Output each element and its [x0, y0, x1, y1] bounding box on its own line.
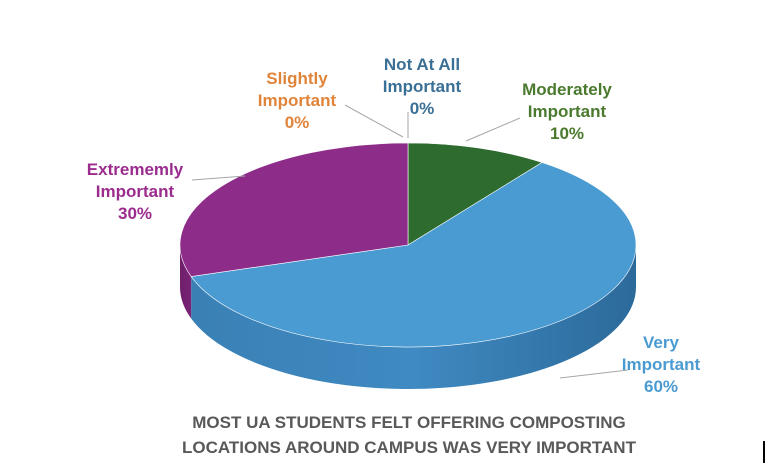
slice-label-1: Moderately Important 10% [522, 80, 612, 143]
leader-line-2 [559, 369, 629, 379]
slice-labels: Not At All Important 0% Moderately Important… [87, 55, 701, 396]
pie-side-3 [180, 245, 192, 319]
leader-line-1 [465, 117, 521, 142]
chart-title: MOST UA STUDENTS FELT OFFERING COMPOSTIN… [182, 413, 637, 457]
leader-line-4 [344, 104, 404, 138]
chart-title-line-1: MOST UA STUDENTS FELT OFFERING COMPOSTIN… [192, 413, 626, 432]
leader-line-3 [191, 175, 246, 181]
text-cursor [763, 441, 765, 463]
pie-side-2 [191, 245, 636, 390]
pie-slice-3 [179, 142, 409, 277]
chart-title-line-2: LOCATIONS AROUND CAMPUS WAS VERY IMPORTA… [182, 438, 637, 457]
slice-label-4: Slightly Important 0% [258, 69, 337, 132]
slice-label-0: Not At All Important 0% [383, 55, 462, 118]
pie-sides [180, 245, 636, 390]
pie-slices [179, 142, 637, 348]
slice-label-3: Extrememly Important 30% [87, 160, 184, 223]
slice-label-2: Very Important 60% [622, 333, 701, 396]
pie-slice-2 [190, 162, 637, 348]
leader-lines [191, 104, 629, 379]
pie-slice-1 [407, 142, 543, 246]
